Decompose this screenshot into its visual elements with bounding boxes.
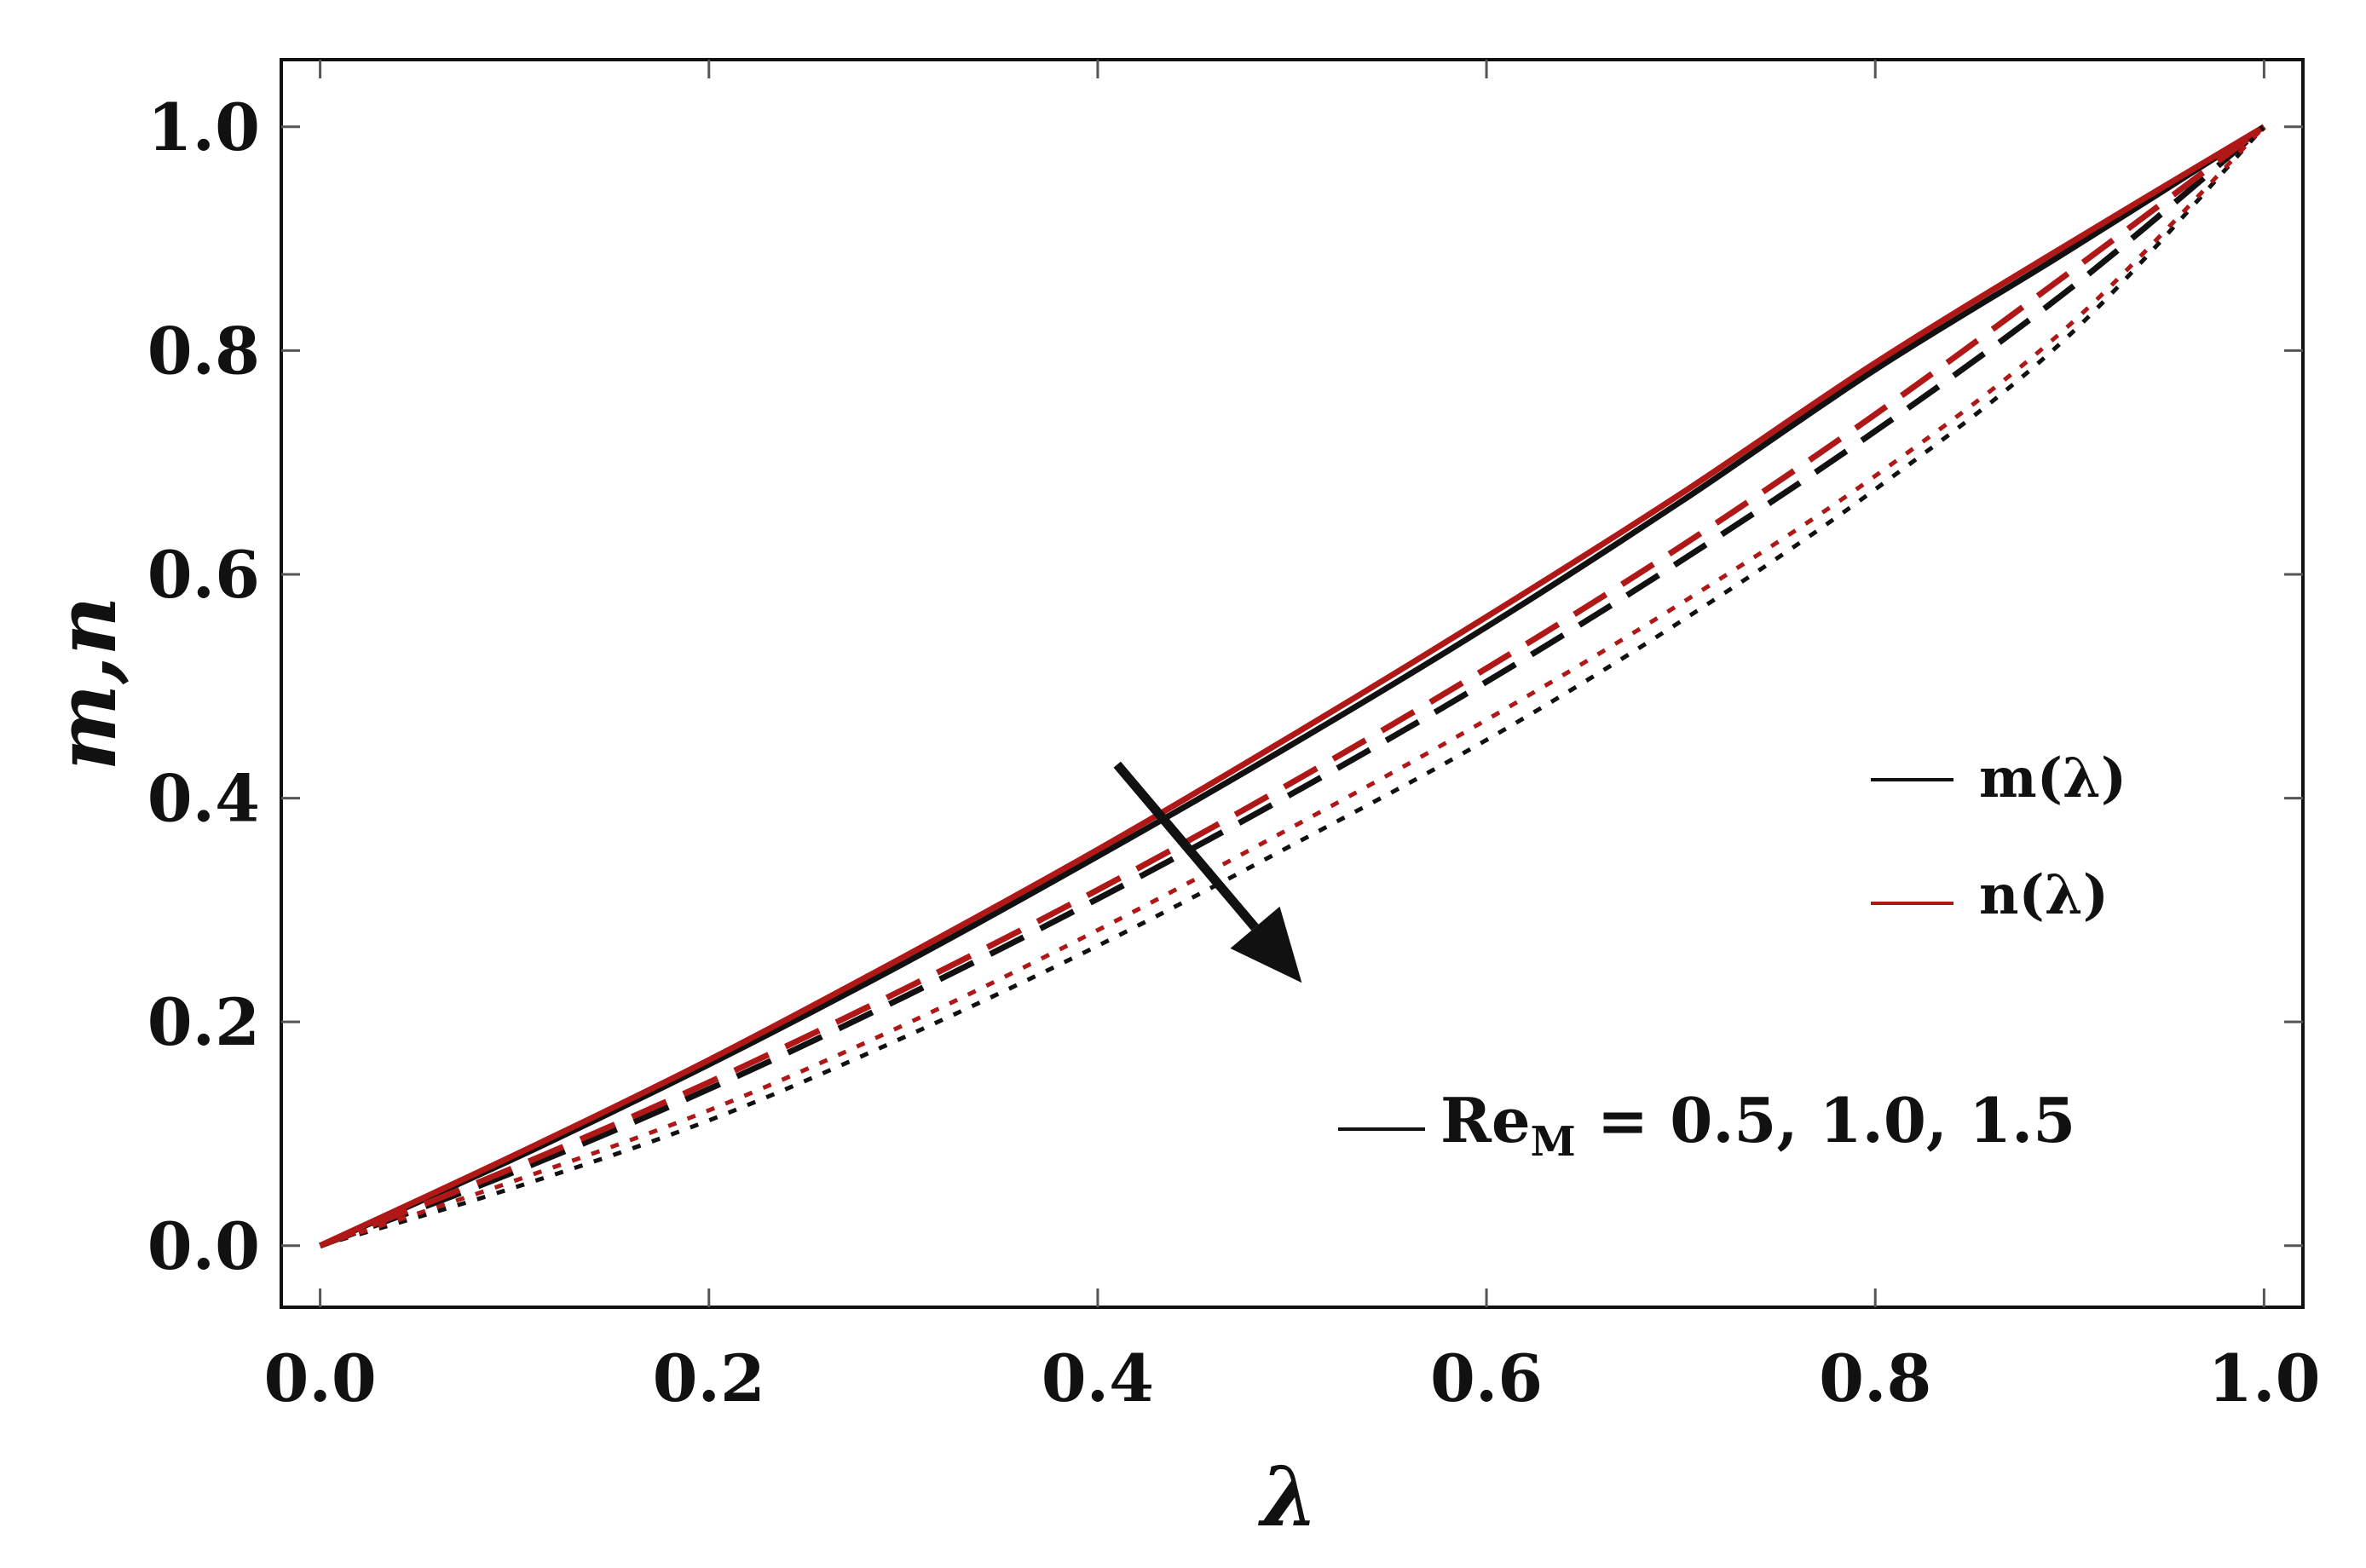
- y-axis-title: m,n: [38, 597, 135, 771]
- trend-arrow-head: [1230, 906, 1302, 983]
- x-tick-label: 0.0: [263, 1340, 376, 1416]
- series-lines: [319, 124, 2266, 1249]
- axis-tick-labels: 0.0 0.2 0.4 0.6 0.8 1.0 0.0 0.2 0.4 0.6 0.8 1.0: [147, 89, 2321, 1416]
- series-line-m-re-m-1-0: [319, 124, 2266, 1249]
- x-tick-label: 1.0: [2207, 1340, 2320, 1416]
- series-line-n-re-m-1-5: [319, 125, 2266, 1248]
- legend-label-n: n(λ): [1979, 863, 2109, 927]
- y-tick-label: 1.0: [147, 89, 260, 165]
- legend-label-m: m(λ): [1979, 747, 2127, 810]
- y-tick-label: 0.6: [147, 537, 260, 613]
- x-axis-title: λ: [1257, 1449, 1318, 1545]
- y-tick-label: 0.2: [147, 984, 260, 1060]
- parameter-note-main: Re: [1440, 1084, 1531, 1156]
- y-tick-label: 0.8: [147, 313, 260, 389]
- series-line-m-re-m-0-5: [319, 124, 2266, 1248]
- series-line-n-re-m-1-0: [319, 124, 2266, 1249]
- series-line-n-re-m-0-5: [319, 124, 2266, 1248]
- x-tick-label: 0.4: [1042, 1340, 1154, 1416]
- legend: m(λ) n(λ): [1871, 747, 2127, 927]
- parameter-note-text: ReM = 0.5, 1.0, 1.5: [1440, 1084, 2075, 1166]
- y-tick-label: 0.0: [147, 1208, 260, 1284]
- parameter-note: ReM = 0.5, 1.0, 1.5: [1338, 1084, 2075, 1166]
- trend-arrow: [1113, 761, 1302, 983]
- y-tick-label: 0.4: [147, 761, 260, 837]
- x-tick-label: 0.2: [653, 1340, 765, 1416]
- parameter-note-subscript: M: [1531, 1118, 1576, 1166]
- plot-frame: [280, 58, 2305, 1309]
- axis-ticks: [281, 60, 2303, 1307]
- trend-arrow-shaft: [1113, 761, 1259, 931]
- series-line-m-re-m-1-5: [319, 125, 2266, 1248]
- parameter-note-values: = 0.5, 1.0, 1.5: [1576, 1084, 2076, 1156]
- x-tick-label: 0.8: [1819, 1340, 1931, 1416]
- x-tick-label: 0.6: [1430, 1340, 1543, 1416]
